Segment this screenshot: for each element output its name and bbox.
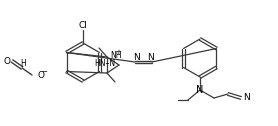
Text: −: −: [41, 69, 47, 75]
Text: Cl: Cl: [79, 21, 88, 29]
Text: H: H: [20, 59, 26, 69]
Text: N: N: [133, 54, 139, 62]
Text: +: +: [115, 49, 121, 55]
Text: N: N: [148, 54, 154, 62]
Text: NH: NH: [110, 52, 121, 60]
Text: O: O: [37, 71, 44, 81]
Text: N: N: [196, 85, 204, 95]
Text: HN–N: HN–N: [95, 59, 116, 69]
Text: O: O: [4, 56, 11, 66]
Text: N: N: [243, 93, 249, 102]
